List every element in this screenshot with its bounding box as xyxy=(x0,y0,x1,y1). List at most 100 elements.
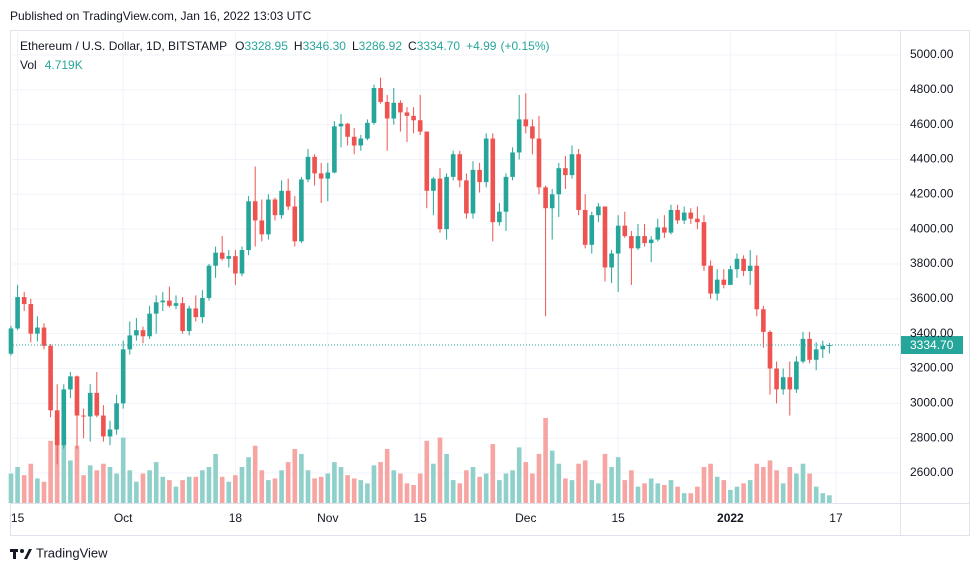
volume-header: Vol 4.719K xyxy=(20,58,83,72)
candle-body xyxy=(213,252,218,266)
volume-bar xyxy=(21,475,27,503)
candle-body xyxy=(741,258,746,271)
volume-layer xyxy=(8,413,832,503)
candle-body xyxy=(761,309,766,332)
candle-body xyxy=(54,410,60,446)
candle-body xyxy=(767,331,773,369)
volume-bar xyxy=(490,444,496,503)
brand-logo xyxy=(10,549,32,559)
candle-body xyxy=(615,225,621,254)
volume-bar xyxy=(523,462,529,503)
open-value: 3328.95 xyxy=(245,39,289,53)
candle-body xyxy=(365,122,370,139)
volume-bar xyxy=(827,495,832,503)
volume-bar xyxy=(424,440,430,503)
candle-body xyxy=(695,218,700,223)
candle-body xyxy=(470,169,476,214)
candle-body xyxy=(246,201,251,251)
volume-bar xyxy=(173,486,179,503)
volume-bar xyxy=(325,473,331,503)
candle-body xyxy=(813,349,819,360)
volume-bar xyxy=(747,480,753,503)
high-name: H xyxy=(294,39,303,53)
volume-bar xyxy=(556,463,562,503)
open-name: O xyxy=(235,39,244,53)
volume-bar xyxy=(543,417,548,503)
candle-body xyxy=(444,176,449,230)
volume-bar xyxy=(391,470,397,503)
logo-part xyxy=(13,549,16,559)
volume-bar xyxy=(219,476,225,503)
candle-body xyxy=(68,376,73,390)
candle-body xyxy=(180,303,185,332)
volume-bar xyxy=(285,462,291,503)
candle-body xyxy=(285,190,291,207)
x-tick-label: Dec xyxy=(515,511,536,525)
last-price-tag xyxy=(901,336,963,355)
volume-bar xyxy=(681,493,687,503)
volume-bar xyxy=(589,480,595,503)
candle-body xyxy=(556,168,562,195)
symbol-title: Ethereum / U.S. Dollar, 1D, BITSTAMP xyxy=(20,39,227,53)
candle-body xyxy=(200,297,205,318)
candle-body xyxy=(351,136,357,146)
y-tick-label: 5000.00 xyxy=(910,47,954,61)
volume-bar xyxy=(635,486,641,503)
volume-bar xyxy=(147,470,152,503)
volume-bar xyxy=(87,465,93,503)
candle-body xyxy=(516,119,522,153)
volume-bar xyxy=(411,485,416,503)
volume-bar xyxy=(813,486,819,503)
volume-bar xyxy=(312,478,317,503)
y-tick-label: 4800.00 xyxy=(910,82,954,96)
candle-body xyxy=(668,209,674,233)
volume-bar xyxy=(457,483,463,503)
candle-body xyxy=(312,156,317,174)
volume-bar xyxy=(378,462,383,503)
candle-body xyxy=(800,338,806,362)
candle-body xyxy=(252,201,258,221)
candle-body xyxy=(648,239,654,244)
candle-body xyxy=(431,178,436,191)
candle-body xyxy=(774,368,779,390)
candle-body xyxy=(536,138,542,188)
candle-body xyxy=(675,209,680,221)
candle-body xyxy=(15,297,20,329)
candle-body xyxy=(299,179,304,242)
candle-body xyxy=(714,279,720,294)
volume-bar xyxy=(338,467,344,503)
candle-body xyxy=(622,225,628,237)
volume-bar xyxy=(431,463,436,503)
volume-bar xyxy=(272,478,278,503)
volume-bar xyxy=(470,467,476,503)
volume-bar xyxy=(305,470,311,503)
candle-body xyxy=(134,330,139,336)
volume-bar xyxy=(582,460,588,503)
candle-body xyxy=(206,265,212,298)
candle-body xyxy=(523,119,529,127)
candle-body xyxy=(563,168,568,176)
price-tag-layer: 3334.70 xyxy=(10,336,963,355)
candle-body xyxy=(589,215,595,245)
volume-bar xyxy=(160,476,166,503)
candle-body xyxy=(292,206,298,242)
candle-body xyxy=(193,308,199,318)
volume-bar xyxy=(101,463,106,503)
candle-body xyxy=(74,376,80,416)
volume-bar xyxy=(292,449,298,503)
candle-body xyxy=(384,101,390,119)
candle-body xyxy=(266,199,271,235)
candle-body xyxy=(688,212,694,219)
brand-name: TradingView xyxy=(36,545,108,560)
volume-bar xyxy=(774,470,779,503)
candle-body xyxy=(503,176,509,212)
candle-body xyxy=(272,199,278,216)
volume-bar xyxy=(167,480,172,503)
volume-bar xyxy=(530,473,535,503)
volume-bar xyxy=(563,478,568,503)
volume-bar xyxy=(483,473,489,503)
volume-bar xyxy=(213,453,218,503)
volume-last: 4.719K xyxy=(45,58,83,72)
x-tick-label: 2022 xyxy=(717,511,744,525)
